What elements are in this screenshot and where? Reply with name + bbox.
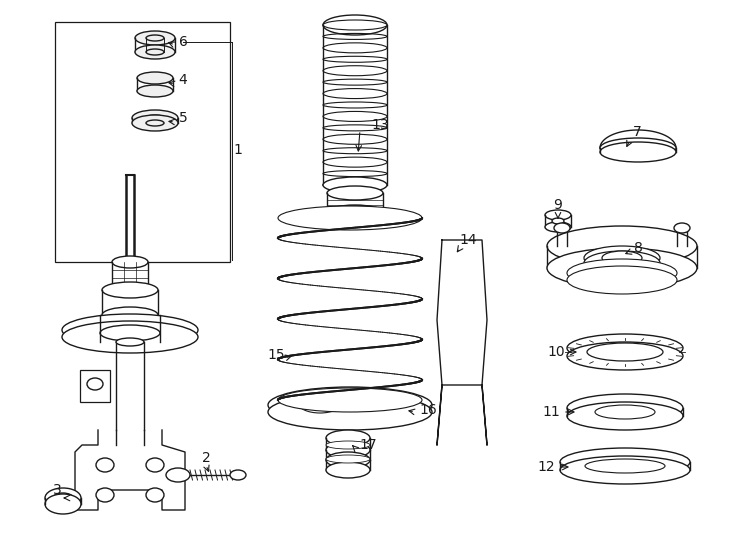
Ellipse shape (560, 448, 690, 476)
Ellipse shape (585, 459, 665, 473)
Ellipse shape (567, 394, 683, 422)
Ellipse shape (567, 402, 683, 430)
Ellipse shape (112, 256, 148, 268)
Text: 7: 7 (633, 125, 642, 139)
Ellipse shape (62, 321, 198, 353)
Ellipse shape (132, 110, 178, 126)
Text: 5: 5 (178, 111, 187, 125)
Ellipse shape (137, 85, 173, 97)
Ellipse shape (584, 246, 660, 270)
Ellipse shape (315, 391, 335, 403)
Ellipse shape (567, 334, 683, 362)
Ellipse shape (552, 218, 564, 224)
Text: 13: 13 (371, 118, 389, 132)
Ellipse shape (96, 458, 114, 472)
Ellipse shape (323, 15, 387, 35)
Ellipse shape (323, 20, 387, 30)
Ellipse shape (146, 49, 164, 55)
Ellipse shape (135, 45, 175, 59)
Ellipse shape (595, 405, 655, 419)
Ellipse shape (298, 393, 342, 413)
Ellipse shape (587, 343, 663, 361)
Text: 3: 3 (53, 483, 62, 497)
Ellipse shape (146, 488, 164, 502)
Text: 11: 11 (542, 405, 560, 419)
Ellipse shape (547, 248, 697, 288)
Ellipse shape (547, 226, 697, 266)
Ellipse shape (112, 284, 148, 296)
Ellipse shape (327, 205, 383, 219)
Text: 9: 9 (553, 198, 562, 212)
Ellipse shape (146, 115, 164, 121)
Ellipse shape (53, 493, 73, 503)
Ellipse shape (545, 210, 571, 220)
Ellipse shape (323, 180, 387, 190)
Text: 6: 6 (178, 35, 187, 49)
Ellipse shape (100, 325, 160, 341)
Ellipse shape (567, 259, 677, 287)
Ellipse shape (323, 177, 387, 193)
Ellipse shape (554, 223, 570, 233)
Ellipse shape (326, 462, 370, 478)
Ellipse shape (323, 89, 387, 99)
Ellipse shape (102, 282, 158, 298)
Bar (55, 22, 230, 262)
Ellipse shape (230, 470, 246, 480)
Text: 1: 1 (233, 143, 242, 157)
Ellipse shape (323, 134, 387, 144)
Ellipse shape (278, 388, 422, 412)
Ellipse shape (268, 394, 432, 430)
Text: 4: 4 (178, 73, 187, 87)
Ellipse shape (600, 142, 676, 162)
Text: 17: 17 (359, 438, 377, 452)
Ellipse shape (132, 115, 178, 131)
Text: 2: 2 (202, 451, 211, 465)
Ellipse shape (326, 452, 370, 468)
Ellipse shape (116, 338, 144, 346)
Ellipse shape (560, 456, 690, 484)
Text: 10: 10 (547, 345, 564, 359)
Ellipse shape (146, 458, 164, 472)
Text: 16: 16 (419, 403, 437, 417)
Ellipse shape (326, 430, 370, 446)
Ellipse shape (87, 378, 103, 390)
Ellipse shape (545, 222, 571, 232)
Ellipse shape (146, 120, 164, 126)
Ellipse shape (567, 342, 683, 370)
Bar (80, 370, 110, 402)
Text: 14: 14 (459, 233, 477, 247)
Ellipse shape (584, 251, 660, 275)
Ellipse shape (45, 488, 81, 508)
Ellipse shape (600, 138, 676, 158)
Ellipse shape (166, 468, 190, 482)
Ellipse shape (327, 186, 383, 200)
Ellipse shape (326, 441, 370, 449)
Ellipse shape (268, 387, 432, 423)
Ellipse shape (137, 72, 173, 84)
Ellipse shape (323, 111, 387, 122)
Ellipse shape (323, 66, 387, 76)
Ellipse shape (96, 488, 114, 502)
Ellipse shape (278, 206, 422, 230)
Ellipse shape (567, 266, 677, 294)
Ellipse shape (146, 35, 164, 41)
Ellipse shape (323, 157, 387, 167)
Ellipse shape (62, 314, 198, 346)
Ellipse shape (102, 307, 158, 323)
Ellipse shape (674, 223, 690, 233)
Text: 12: 12 (537, 460, 555, 474)
Ellipse shape (326, 442, 370, 458)
Ellipse shape (602, 251, 642, 265)
Ellipse shape (135, 31, 175, 45)
Ellipse shape (323, 43, 387, 53)
Ellipse shape (326, 455, 370, 463)
Text: 15: 15 (267, 348, 285, 362)
Text: 8: 8 (633, 241, 642, 255)
Ellipse shape (45, 494, 81, 514)
